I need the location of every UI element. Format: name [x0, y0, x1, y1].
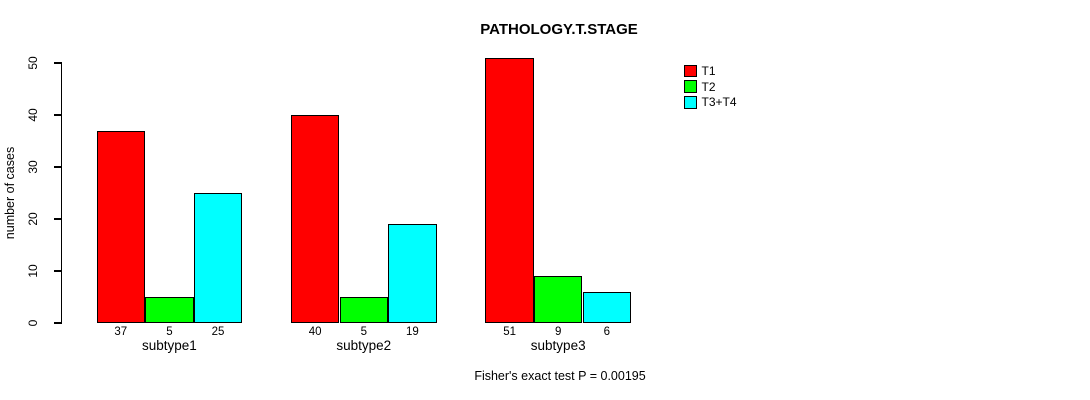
y-tick-label: 0	[26, 319, 40, 327]
bar-t1-subtype3	[485, 57, 534, 323]
bar-value-label: 5	[360, 326, 367, 338]
legend-label: T3+T4	[701, 95, 737, 110]
x-category-label: subtype3	[530, 338, 586, 353]
stat-test-note: Fisher's exact test P = 0.00195	[474, 369, 646, 383]
y-tick-label: 30	[26, 160, 40, 174]
bar-t2-subtype1	[145, 297, 194, 323]
legend-swatch-t2	[684, 80, 697, 93]
y-axis-tick	[54, 114, 62, 116]
y-tick-label: 20	[26, 212, 40, 226]
bar-t1-subtype1	[96, 130, 146, 323]
bar-t1-subtype2	[290, 115, 340, 323]
y-tick-label: 40	[26, 108, 40, 122]
x-category-label: subtype2	[336, 338, 392, 353]
bar-value-label: 6	[603, 326, 610, 338]
y-axis-tick	[54, 166, 62, 168]
bar-value-label: 9	[554, 326, 562, 338]
y-tick-label: 50	[26, 56, 40, 70]
bar-value-label: 40	[308, 326, 322, 338]
bar-value-label: 25	[211, 326, 225, 338]
y-axis-tick	[54, 270, 62, 272]
legend-label: T1	[701, 63, 716, 78]
chart-title: PATHOLOGY.T.STAGE	[480, 21, 638, 38]
x-category-label: subtype1	[141, 338, 197, 353]
legend-swatch-t1	[684, 64, 697, 78]
bar-value-label: 5	[166, 326, 173, 338]
y-axis-tick	[54, 62, 62, 64]
legend-item-t1: T1	[684, 63, 737, 79]
bar-value-label: 37	[114, 326, 128, 338]
legend-item-t2: T2	[684, 79, 737, 95]
bar-t2-subtype2	[339, 297, 389, 323]
legend: T1 T2 T3+T4	[684, 63, 737, 110]
legend-label: T2	[701, 79, 716, 94]
bar-t3-t4-subtype3	[582, 291, 632, 323]
bar-t2-subtype3	[533, 276, 583, 323]
y-axis-label: number of cases	[3, 146, 17, 240]
legend-swatch-t3-t4	[684, 96, 697, 109]
legend-item-t3-t4: T3+T4	[684, 95, 737, 111]
y-axis-line	[60, 63, 63, 323]
bar-t3-t4-subtype1	[193, 193, 243, 323]
y-axis-tick	[54, 218, 62, 220]
y-axis-tick	[54, 322, 62, 324]
bar-value-label: 19	[405, 326, 419, 338]
bar-t3-t4-subtype2	[388, 224, 437, 323]
y-tick-label: 10	[26, 264, 40, 278]
bar-value-label: 51	[503, 326, 516, 338]
